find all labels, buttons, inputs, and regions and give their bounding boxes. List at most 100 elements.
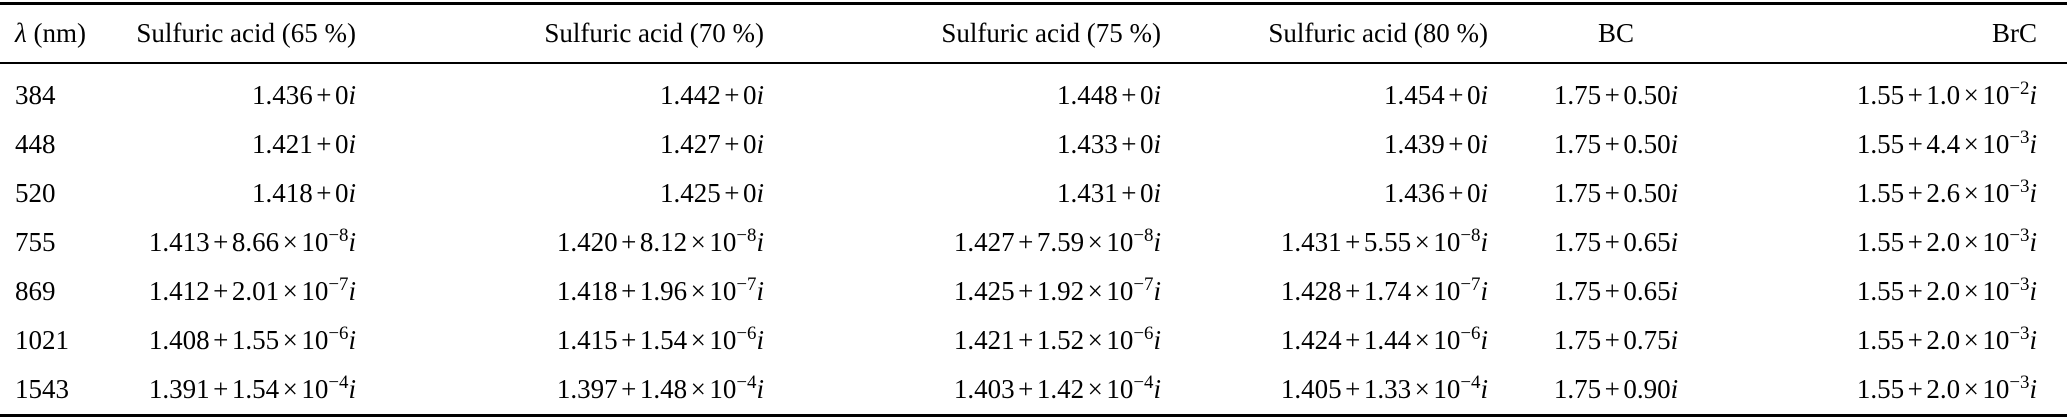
- operator: +: [1448, 178, 1464, 208]
- exponent: −4: [328, 372, 349, 394]
- operator: ×: [690, 276, 706, 306]
- table-row: 869 1.412 +2.01 × 10−7i 1.418 +1.96 × 10−7i 1.425…: [0, 267, 2067, 316]
- value-cell: 1.75 +0.50i: [1553, 178, 1679, 208]
- operator: +: [1448, 129, 1464, 159]
- exponent: −3: [2009, 225, 2030, 247]
- exponent: −6: [328, 323, 349, 345]
- operator: +: [1604, 80, 1620, 110]
- exponent: −3: [2009, 176, 2030, 198]
- imaginary-unit: i: [1670, 178, 1679, 208]
- wavelength-cell: 448: [15, 129, 56, 159]
- value-cell: 1.418 +0i: [252, 178, 356, 208]
- exponent: −6: [1460, 323, 1481, 345]
- value-cell: 1.428 +1.74 × 10−7i: [1280, 274, 1488, 306]
- value-cell: 1.75 +0.50i: [1553, 80, 1679, 110]
- table-body: 384 1.436 +0i 1.442 +0i 1.448 +0i 1.454 +0i 1.75 +…: [0, 63, 2067, 416]
- value-cell: 1.454 +0i: [1384, 80, 1488, 110]
- wavelength-cell: 1543: [15, 374, 69, 404]
- imaginary-unit: i: [1480, 129, 1488, 159]
- operator: +: [1907, 129, 1923, 159]
- column-header-brc: BrC: [1730, 3, 2067, 64]
- operator: +: [316, 129, 332, 159]
- exponent: −6: [736, 323, 757, 345]
- value-cell: 1.75 +0.65i: [1553, 276, 1679, 306]
- imaginary-unit: i: [2029, 276, 2037, 306]
- imaginary-unit: i: [756, 276, 764, 306]
- operator: +: [213, 227, 229, 257]
- value-cell: 1.75 +0.50i: [1553, 129, 1679, 159]
- value-cell: 1.425 +0i: [660, 178, 764, 208]
- operator: +: [1907, 178, 1923, 208]
- operator: +: [1604, 227, 1620, 257]
- table-row: 755 1.413 +8.66 × 10−8i 1.420 +8.12 × 10−8i 1.427…: [0, 218, 2067, 267]
- operator: +: [1345, 325, 1361, 355]
- imaginary-unit: i: [1153, 178, 1161, 208]
- exponent: −7: [736, 274, 757, 296]
- value-cell: 1.436 +0i: [252, 80, 356, 110]
- imaginary-unit: i: [1480, 276, 1488, 306]
- value-cell: 1.442 +0i: [660, 80, 764, 110]
- table-header: λ (nm) Sulfuric acid (65 %) Sulfuric aci…: [0, 3, 2067, 64]
- imaginary-unit: i: [2029, 178, 2037, 208]
- imaginary-unit: i: [756, 325, 764, 355]
- value-cell: 1.403 +1.42 × 10−4i: [953, 372, 1161, 404]
- imaginary-unit: i: [348, 129, 356, 159]
- imaginary-unit: i: [1670, 276, 1679, 306]
- imaginary-unit: i: [1153, 325, 1161, 355]
- exponent: −2: [2009, 78, 2030, 100]
- imaginary-unit: i: [1670, 325, 1679, 355]
- imaginary-unit: i: [2029, 227, 2037, 257]
- exponent: −3: [2009, 127, 2030, 149]
- operator: ×: [1414, 227, 1430, 257]
- table-row: 384 1.436 +0i 1.442 +0i 1.448 +0i 1.454 +0i 1.75 +…: [0, 63, 2067, 120]
- operator: +: [1345, 374, 1361, 404]
- lambda-symbol: λ: [15, 18, 27, 48]
- imaginary-unit: i: [1153, 227, 1161, 257]
- value-cell: 1.55 +2.0 × 10−3i: [1856, 372, 2037, 404]
- operator: ×: [282, 227, 298, 257]
- value-cell: 1.427 +7.59 × 10−8i: [953, 225, 1161, 257]
- operator: +: [1018, 325, 1034, 355]
- operator: ×: [1087, 276, 1103, 306]
- value-cell: 1.421 +1.52 × 10−6i: [953, 323, 1161, 355]
- value-cell: 1.420 +8.12 × 10−8i: [556, 225, 764, 257]
- imaginary-unit: i: [1480, 325, 1488, 355]
- value-cell: 1.55 +4.4 × 10−3i: [1856, 127, 2037, 159]
- operator: ×: [282, 276, 298, 306]
- imaginary-unit: i: [756, 374, 764, 404]
- operator: ×: [282, 374, 298, 404]
- value-cell: 1.418 +1.96 × 10−7i: [556, 274, 764, 306]
- imaginary-unit: i: [348, 374, 356, 404]
- operator: ×: [1087, 374, 1103, 404]
- operator: +: [1018, 227, 1034, 257]
- imaginary-unit: i: [348, 276, 356, 306]
- operator: +: [1907, 276, 1923, 306]
- operator: +: [213, 325, 229, 355]
- operator: +: [1345, 276, 1361, 306]
- operator: +: [1018, 276, 1034, 306]
- column-header-sulfuric-acid-65: Sulfuric acid (65 %): [110, 3, 370, 64]
- value-cell: 1.427 +0i: [660, 129, 764, 159]
- value-cell: 1.415 +1.54 × 10−6i: [556, 323, 764, 355]
- exponent: −4: [1460, 372, 1481, 394]
- imaginary-unit: i: [1480, 374, 1488, 404]
- operator: +: [1604, 325, 1620, 355]
- operator: ×: [1963, 325, 1979, 355]
- operator: +: [621, 227, 637, 257]
- imaginary-unit: i: [1670, 80, 1679, 110]
- value-cell: 1.424 +1.44 × 10−6i: [1280, 323, 1488, 355]
- column-header-bc: BC: [1502, 3, 1730, 64]
- value-cell: 1.397 +1.48 × 10−4i: [556, 372, 764, 404]
- imaginary-unit: i: [1480, 227, 1488, 257]
- operator: +: [1448, 80, 1464, 110]
- value-cell: 1.431 +5.55 × 10−8i: [1280, 225, 1488, 257]
- operator: +: [1907, 374, 1923, 404]
- exponent: −3: [2009, 274, 2030, 296]
- wavelength-cell: 384: [15, 80, 56, 110]
- operator: ×: [1963, 227, 1979, 257]
- imaginary-unit: i: [1480, 178, 1488, 208]
- exponent: −4: [1133, 372, 1154, 394]
- exponent: −4: [736, 372, 757, 394]
- operator: ×: [1087, 227, 1103, 257]
